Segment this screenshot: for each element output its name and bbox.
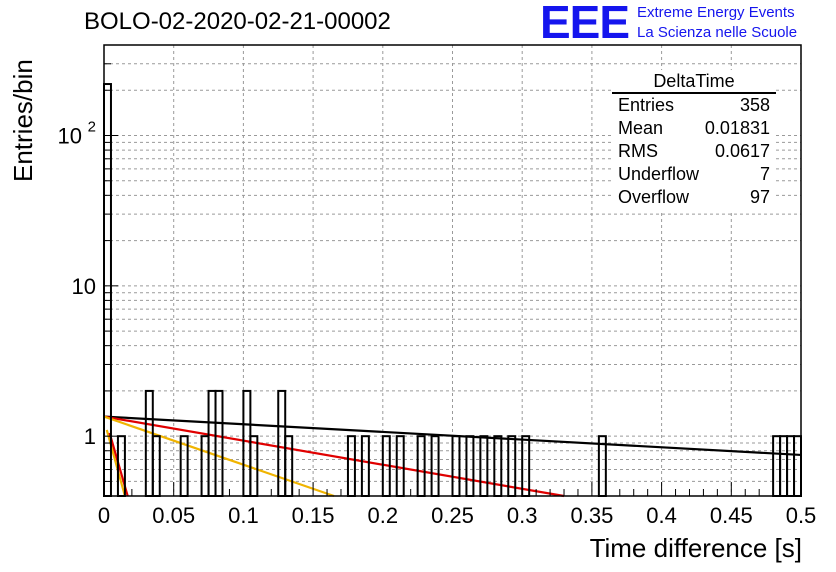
y-tick-label: 1 xyxy=(84,424,96,449)
stats-value: 0.0617 xyxy=(714,141,770,161)
stats-row-underflow: Underflow 7 xyxy=(618,163,770,186)
x-axis-label: Time difference [s] xyxy=(589,533,802,563)
stats-label: Underflow xyxy=(618,164,700,184)
stats-row-entries: Entries 358 xyxy=(618,94,770,117)
y-tick-label: 10 xyxy=(58,124,82,149)
histogram-bin xyxy=(151,435,161,498)
histogram-bin xyxy=(430,435,440,498)
histogram-bin xyxy=(779,435,789,498)
y-tick-label: 10 xyxy=(72,274,96,299)
stats-row-rms: RMS 0.0617 xyxy=(618,140,770,163)
fit-line xyxy=(103,415,335,498)
stats-box: DeltaTime Entries 358 Mean 0.01831 RMS 0… xyxy=(612,70,776,212)
x-tick-label: 0.15 xyxy=(292,503,335,528)
logo-line-2: La Scienza nelle Scuole xyxy=(637,24,798,41)
histogram-bin xyxy=(284,435,294,498)
y-axis-label: Entries/bin xyxy=(8,59,38,182)
x-tick-label: 0.25 xyxy=(431,503,474,528)
x-tick-label: 0.45 xyxy=(710,503,753,528)
grid xyxy=(104,44,801,497)
eee-logo: EEE Extreme Energy Events La Scienza nel… xyxy=(540,0,834,48)
tick-labels: 0 0.05 0.1 0.15 0.2 0.25 0.3 0.35 0.4 0.45 0.5 1 10 1… xyxy=(58,119,817,528)
axes xyxy=(103,44,802,497)
histogram-bin xyxy=(360,435,370,498)
histogram-bin xyxy=(772,435,782,498)
histogram-bin xyxy=(479,435,489,498)
stats-row-mean: Mean 0.01831 xyxy=(618,117,770,140)
histogram-bin xyxy=(346,435,356,498)
histogram-bin xyxy=(395,435,405,498)
x-tick-label: 0.4 xyxy=(646,503,677,528)
x-tick-label: 0.3 xyxy=(507,503,538,528)
histogram-bin xyxy=(249,435,259,498)
stats-title: DeltaTime xyxy=(612,70,776,94)
stats-value: 0.01831 xyxy=(704,118,770,138)
histogram-bin xyxy=(451,435,461,498)
stats-label: Mean xyxy=(618,118,664,138)
histogram-bin xyxy=(465,435,475,498)
chart-title: BOLO-02-2020-02-21-00002 xyxy=(84,8,391,35)
stats-value: 7 xyxy=(759,164,770,184)
stats-value: 97 xyxy=(749,187,770,207)
stats-label: RMS xyxy=(618,141,658,161)
stats-label: Overflow xyxy=(618,187,690,207)
histogram-bin xyxy=(493,435,503,498)
histogram-bin xyxy=(521,435,531,498)
stats-value: 358 xyxy=(739,95,770,115)
logo-mark: EEE xyxy=(540,0,630,48)
histogram-bin xyxy=(416,435,426,498)
x-tick-label: 0.2 xyxy=(368,503,399,528)
x-tick-label: 0.35 xyxy=(570,503,613,528)
x-tick-label: 0.05 xyxy=(152,503,195,528)
stats-label: Entries xyxy=(618,95,675,115)
fit-line xyxy=(105,429,126,497)
x-tick-label: 0.1 xyxy=(228,503,259,528)
logo-line-1: Extreme Energy Events xyxy=(637,4,795,21)
histogram-bin xyxy=(793,435,803,498)
x-tick-label: 0.5 xyxy=(786,503,817,528)
histogram-bin xyxy=(786,435,796,498)
y-tick-exponent: 2 xyxy=(88,119,96,136)
histogram-bin xyxy=(200,435,210,498)
stats-row-overflow: Overflow 97 xyxy=(618,186,770,209)
x-tick-label: 0 xyxy=(98,503,110,528)
